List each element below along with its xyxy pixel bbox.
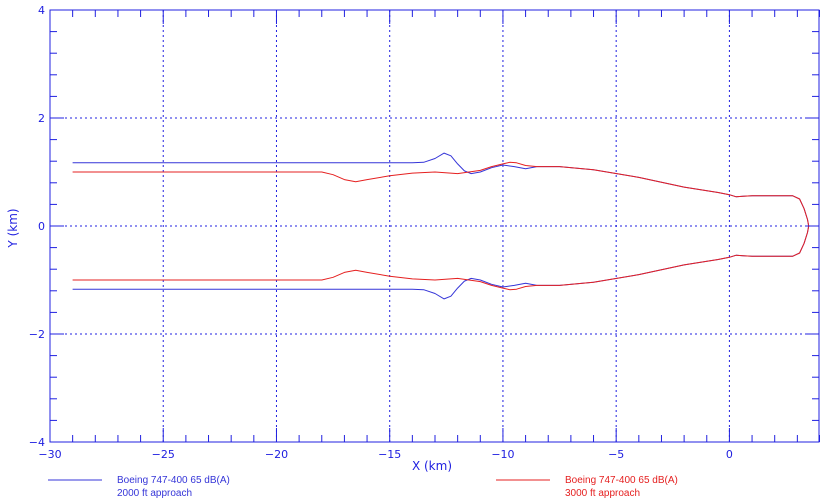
y-axis-title: Y (km)	[6, 208, 20, 248]
y-tick-label: −4	[29, 436, 45, 449]
y-tick-label: −2	[29, 328, 45, 341]
legend-label-2: Boeing 747-400 65 dB(A)	[565, 475, 678, 486]
legend-label-1: Boeing 747-400 65 dB(A)	[117, 475, 230, 486]
legend-entry-1: Boeing 747-400 65 dB(A) 2000 ft approach	[48, 475, 230, 499]
x-tick-label: −25	[152, 448, 175, 461]
x-tick-label: −20	[265, 448, 288, 461]
legend: Boeing 747-400 65 dB(A) 2000 ft approach…	[48, 475, 678, 499]
legend-sublabel-2: 3000 ft approach	[565, 488, 640, 499]
x-tick-label: −15	[378, 448, 401, 461]
y-tick-label: 0	[38, 220, 45, 233]
axis-ticks	[49, 9, 820, 443]
grid-lines	[50, 10, 820, 442]
y-tick-label: 4	[38, 4, 45, 17]
y-tick-label: 2	[38, 112, 45, 125]
x-tick-label: −30	[38, 448, 61, 461]
x-axis-title: X (km)	[412, 459, 452, 473]
x-tick-label: 0	[726, 448, 733, 461]
legend-entry-2: Boeing 747-400 65 dB(A) 3000 ft approach	[496, 475, 678, 499]
x-tick-label: −5	[608, 448, 624, 461]
x-tick-label: −10	[491, 448, 514, 461]
legend-sublabel-1: 2000 ft approach	[117, 488, 192, 499]
